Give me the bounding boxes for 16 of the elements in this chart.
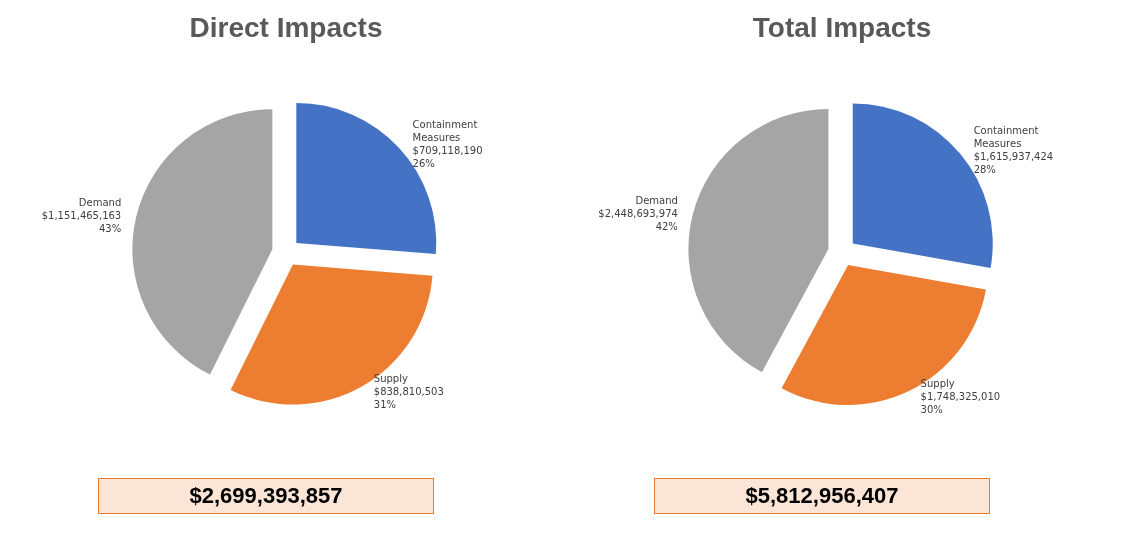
data-label: $1,748,325,010 30%	[920, 390, 1001, 415]
text: $5,812,956,407	[654, 478, 990, 514]
slice-label: Demand	[78, 197, 122, 209]
data-label: $1,151,465,163 43%	[41, 210, 122, 235]
data-label: $709,118,190 26%	[412, 144, 483, 169]
slice-label: Supply	[373, 373, 408, 385]
data-label: $838,810,503 31%	[373, 386, 444, 411]
chart-title: Direct Impacts	[189, 11, 383, 43]
data-label: $1,615,937,424 28%	[973, 150, 1054, 175]
text: $2,699,393,857	[98, 478, 434, 514]
data-label: $2,448,693,974 42%	[598, 207, 678, 232]
slice-label: Demand	[635, 194, 678, 206]
slice-label: Containment Measures	[973, 124, 1039, 149]
chart-title: Total Impacts	[752, 11, 932, 43]
slice-label: Containment Measures	[412, 118, 478, 143]
slice-label: Supply	[920, 377, 955, 389]
